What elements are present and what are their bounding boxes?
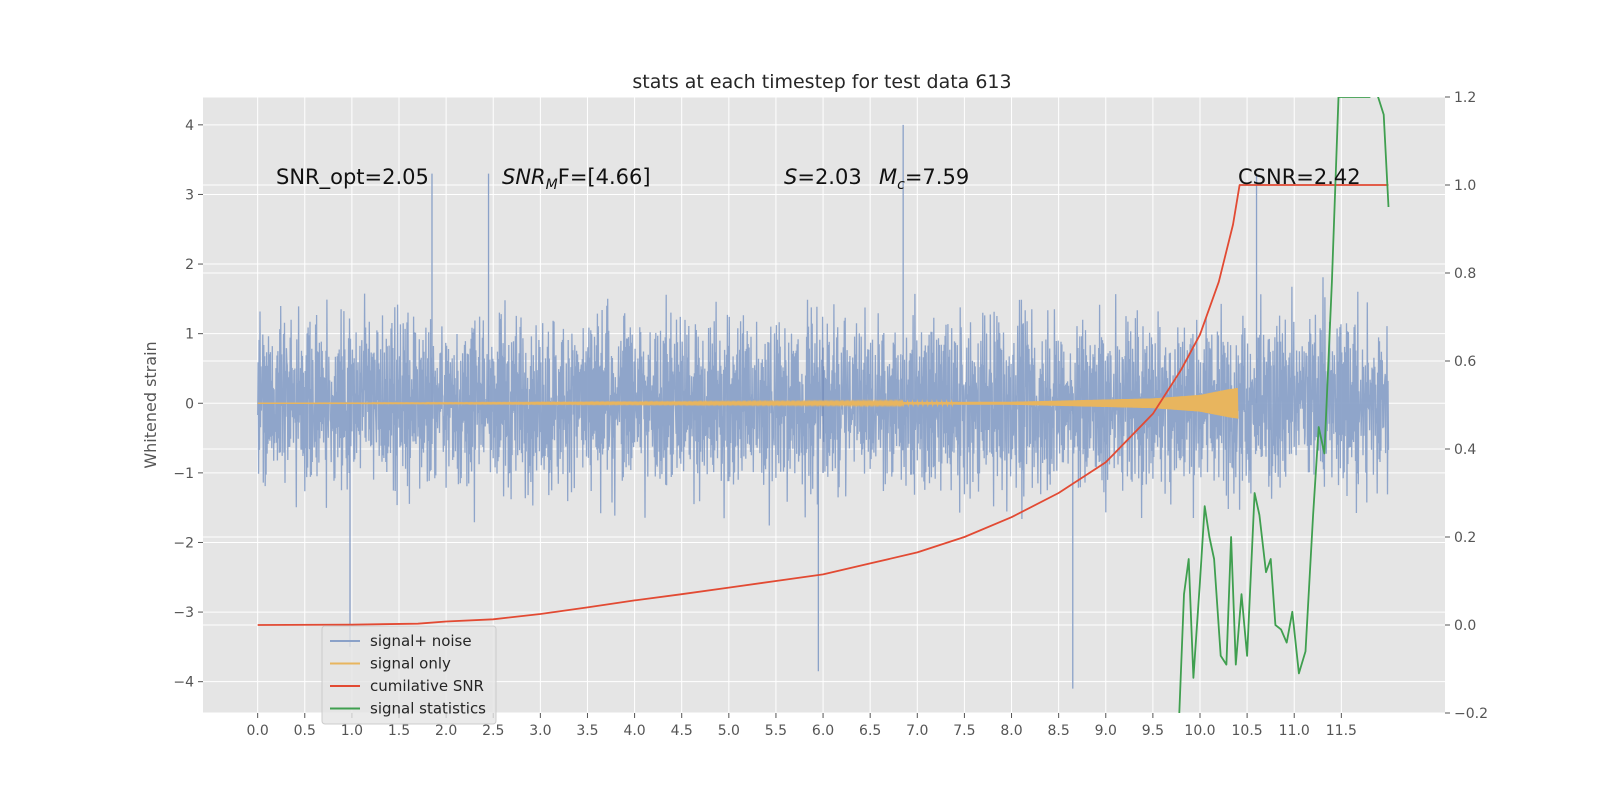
x-tick-label: 4.0 — [623, 723, 645, 739]
y-tick-label: 1 — [185, 327, 194, 343]
y-tick-label: 3 — [185, 187, 194, 203]
legend-label: cumilative SNR — [370, 677, 484, 695]
x-tick-label: 2.5 — [482, 723, 504, 739]
legend-label: signal+ noise — [370, 632, 472, 650]
annotation-snr-mf: SNRMF=[4.66] — [502, 165, 651, 193]
x-tick-label: 7.0 — [906, 723, 928, 739]
annotation-mc: Mc=7.59 — [879, 165, 969, 193]
series-signal-plus-noise — [257, 124, 1390, 689]
y2-tick-label: 0.8 — [1454, 266, 1476, 282]
annotation-snr-mf-tail: F=[4.66] — [558, 165, 651, 189]
x-tick-label: 10.0 — [1184, 723, 1215, 739]
annotation-snr-mf-sub: M — [546, 177, 558, 193]
y-tick-label: −3 — [173, 605, 194, 621]
annotation-s-value: =2.03 — [797, 165, 861, 189]
y-tick-label: −4 — [173, 675, 194, 691]
annotation-mc-sub: c — [897, 177, 905, 193]
annotation-mc-value: =7.59 — [905, 165, 969, 189]
x-tick-label: 9.5 — [1142, 723, 1164, 739]
axis-ticks: 0.0 0.5 1.0 1.5 2.0 2.5 3.0 3.5 4.0 4.5 5.0 5.5 6.0 6… — [173, 90, 1488, 739]
x-tick-label: 6.5 — [859, 723, 881, 739]
x-tick-label: 10.5 — [1232, 723, 1263, 739]
x-tick-label: 8.0 — [1000, 723, 1022, 739]
annotation-snr-mf-main: SNR — [502, 165, 546, 189]
y2-tick-label: 1.2 — [1454, 90, 1476, 106]
x-tick-label: 5.0 — [718, 723, 740, 739]
x-tick-label: 11.0 — [1279, 723, 1310, 739]
x-tick-label: 8.5 — [1048, 723, 1070, 739]
x-tick-label: 1.0 — [341, 723, 363, 739]
x-tick-label: 5.5 — [765, 723, 787, 739]
y2-tick-label: 1.0 — [1454, 178, 1476, 194]
y2-tick-label: 0.2 — [1454, 530, 1476, 546]
y-tick-label: −1 — [173, 466, 194, 482]
y-tick-label: 0 — [185, 396, 194, 412]
x-tick-label: 3.5 — [576, 723, 598, 739]
y2-tick-label: 0.6 — [1454, 354, 1476, 370]
annotation-snr-opt: SNR_opt=2.05 — [276, 165, 429, 190]
y-tick-label: 4 — [185, 118, 194, 134]
x-tick-label: 0.0 — [247, 723, 269, 739]
x-tick-label: 3.0 — [529, 723, 551, 739]
x-tick-label: 0.5 — [294, 723, 316, 739]
legend: signal+ noise signal only cumilative SNR si… — [321, 625, 497, 725]
legend-label: signal statistics — [370, 700, 486, 718]
x-tick-label: 1.5 — [388, 723, 410, 739]
y2-tick-label: 0.0 — [1454, 618, 1476, 634]
x-tick-label: 7.5 — [953, 723, 975, 739]
cumulative-snr-line — [257, 184, 1389, 626]
x-tick-label: 6.0 — [812, 723, 834, 739]
y-tick-label: −2 — [173, 535, 194, 551]
legend-box — [321, 625, 497, 725]
y-tick-label: 2 — [185, 257, 194, 273]
y-axis-label: Whitened strain — [141, 341, 160, 468]
series-signal-only — [257, 387, 1239, 419]
chart-title: stats at each timestep for test data 613 — [632, 71, 1011, 93]
annotation-s: S=2.03 — [784, 165, 862, 189]
legend-label: signal only — [370, 655, 451, 673]
signal-statistics-line — [1178, 97, 1390, 713]
series-cumulative-snr — [257, 184, 1389, 626]
signal-trace — [257, 387, 1239, 419]
x-tick-label: 2.0 — [435, 723, 457, 739]
y2-tick-label: 0.4 — [1454, 442, 1476, 458]
annotation-csnr: CSNR=2.42 — [1238, 165, 1361, 189]
y2-tick-label: −0.2 — [1454, 706, 1488, 722]
x-tick-label: 4.5 — [671, 723, 693, 739]
annotation-mc-symbol: M — [879, 165, 897, 189]
x-tick-label: 9.0 — [1095, 723, 1117, 739]
series-signal-statistics — [1178, 97, 1390, 713]
x-tick-label: 11.5 — [1326, 723, 1357, 739]
annotation-s-symbol: S — [784, 165, 797, 189]
